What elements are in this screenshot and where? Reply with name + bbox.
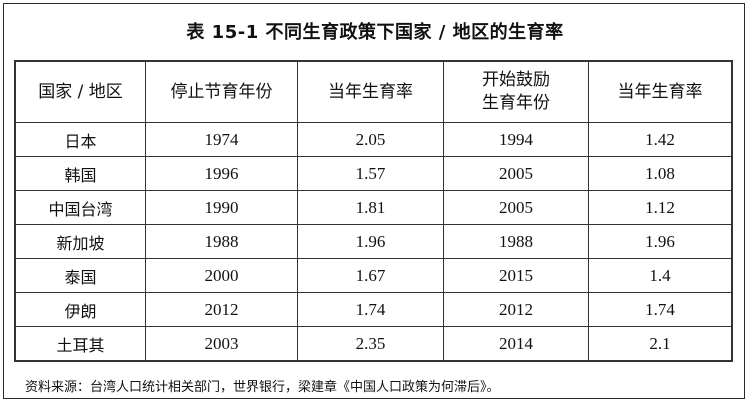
cell-rate-2: 1.96 [588, 224, 732, 259]
header-encourage-year-line-1: 开始鼓励 [482, 70, 550, 90]
cell-encourage-year: 2005 [443, 190, 589, 225]
table-row: 土耳其 2003 2.35 2014 2.1 [15, 326, 732, 361]
page-frame [3, 3, 745, 399]
cell-encourage-year: 2015 [443, 258, 589, 293]
table-row: 中国台湾 1990 1.81 2005 1.12 [15, 190, 732, 225]
cell-rate-2: 2.1 [588, 326, 732, 361]
table-title: 表 15-1 不同生育政策下国家 / 地区的生育率 [186, 22, 564, 43]
cell-stop-year: 2003 [145, 326, 298, 361]
cell-encourage-year: 2012 [443, 292, 589, 327]
cell-region: 土耳其 [15, 326, 146, 361]
cell-stop-year: 1996 [145, 156, 298, 191]
cell-stop-year: 2000 [145, 258, 298, 293]
header-rate-2-line: 当年生育率 [617, 81, 703, 102]
cell-rate-2: 1.12 [588, 190, 732, 225]
cell-rate-1: 2.05 [297, 122, 444, 157]
cell-rate-2: 1.42 [588, 122, 732, 157]
source-note: 资料来源：台湾人口统计相关部门，世界银行，梁建章《中国人口政策为何滞后》。 [25, 380, 500, 395]
cell-region: 泰国 [15, 258, 146, 293]
cell-stop-year: 1990 [145, 190, 298, 225]
cell-encourage-year: 2014 [443, 326, 589, 361]
table-row: 日本 1974 2.05 1994 1.42 [15, 122, 732, 157]
cell-rate-1: 2.35 [297, 326, 444, 361]
table-row: 伊朗 2012 1.74 2012 1.74 [15, 292, 732, 327]
cell-rate-2: 1.08 [588, 156, 732, 191]
fertility-table: 国家 / 地区 停止节育年份 当年生育率 开始鼓励 生育年份 当年生育率 日本 … [14, 60, 733, 362]
header-region: 国家 / 地区 [15, 61, 146, 123]
header-stop-year-line: 停止节育年份 [170, 81, 273, 102]
cell-region: 中国台湾 [15, 190, 146, 225]
cell-stop-year: 1988 [145, 224, 298, 259]
header-rate-2: 当年生育率 [588, 61, 732, 123]
cell-rate-1: 1.67 [297, 258, 444, 293]
header-encourage-year-line-2: 生育年份 [482, 93, 550, 113]
cell-encourage-year: 1994 [443, 122, 589, 157]
cell-rate-2: 1.4 [588, 258, 732, 293]
header-encourage-year: 开始鼓励 生育年份 [443, 61, 589, 123]
header-rate-1-line: 当年生育率 [328, 81, 413, 102]
cell-rate-1: 1.96 [297, 224, 444, 259]
cell-rate-2: 1.74 [588, 292, 732, 327]
table-row: 韩国 1996 1.57 2005 1.08 [15, 156, 732, 191]
cell-region: 韩国 [15, 156, 146, 191]
table-header-row: 国家 / 地区 停止节育年份 当年生育率 开始鼓励 生育年份 当年生育率 [15, 61, 732, 123]
table-row: 泰国 2000 1.67 2015 1.4 [15, 258, 732, 293]
cell-region: 日本 [15, 122, 146, 157]
cell-rate-1: 1.81 [297, 190, 444, 225]
header-region-line: 国家 / 地区 [38, 81, 123, 102]
cell-stop-year: 1974 [145, 122, 298, 157]
header-rate-1: 当年生育率 [297, 61, 444, 123]
cell-region: 新加坡 [15, 224, 146, 259]
table-row: 新加坡 1988 1.96 1988 1.96 [15, 224, 732, 259]
cell-encourage-year: 2005 [443, 156, 589, 191]
cell-encourage-year: 1988 [443, 224, 589, 259]
cell-rate-1: 1.74 [297, 292, 444, 327]
header-stop-year: 停止节育年份 [145, 61, 298, 123]
cell-stop-year: 2012 [145, 292, 298, 327]
cell-rate-1: 1.57 [297, 156, 444, 191]
cell-region: 伊朗 [15, 292, 146, 327]
